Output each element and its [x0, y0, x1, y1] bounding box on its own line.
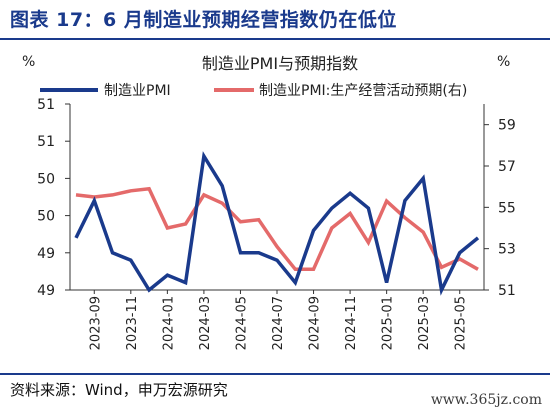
line-chart: 制造业PMI与预期指数 % % 制造业PMI 制造业PMI:生产经营活动预期(右… [22, 54, 516, 350]
right-tick-label: 55 [498, 200, 516, 216]
header-rule [0, 38, 550, 40]
right-tick-label: 59 [498, 118, 516, 134]
watermark: www.365jz.com [430, 392, 542, 408]
x-tick-label: 2024-09 [308, 296, 323, 350]
series-layer [74, 151, 480, 296]
left-axis-ticks: 49 49 50 50 51 51 [37, 97, 70, 299]
x-tick-label: 2023-11 [125, 296, 140, 350]
x-tick-label: 2024-01 [161, 296, 176, 350]
left-tick-label: 49 [37, 283, 55, 299]
right-axis-ticks: 51 53 55 57 59 [484, 118, 516, 299]
x-tick-label: 2024-05 [234, 296, 249, 350]
report-header: 图表 17：6 月制造业预期经营指数仍在低位 [0, 0, 550, 40]
left-axis-unit: % [22, 54, 35, 70]
pmi-line [74, 151, 480, 296]
legend: 制造业PMI 制造业PMI:生产经营活动预期(右) [40, 83, 467, 99]
legend-label-pmi: 制造业PMI [104, 83, 171, 99]
legend-label-expectation: 制造业PMI:生产经营活动预期(右) [259, 83, 467, 99]
left-tick-label: 50 [37, 171, 55, 187]
x-tick-label: 2024-07 [271, 296, 286, 350]
expectation-line [75, 186, 479, 272]
left-tick-label: 51 [37, 97, 55, 113]
figure-title: 图表 17：6 月制造业预期经营指数仍在低位 [10, 9, 397, 31]
x-axis-ticks: 2023-09 2023-11 2024-01 2024-03 2024-05 2024-… [88, 290, 469, 350]
right-tick-label: 51 [498, 283, 516, 299]
footer-rule [0, 373, 550, 375]
left-tick-label: 51 [37, 134, 55, 150]
x-tick-label: 2023-09 [88, 296, 103, 350]
chart-title: 制造业PMI与预期指数 [202, 54, 358, 73]
right-tick-label: 57 [498, 159, 516, 175]
x-tick-label: 2024-03 [198, 296, 213, 350]
source-note: 资料来源：Wind，申万宏源研究 [10, 381, 228, 399]
x-tick-label: 2025-01 [381, 296, 396, 350]
left-tick-label: 49 [37, 246, 55, 262]
x-tick-label: 2025-05 [454, 296, 469, 350]
left-tick-label: 50 [37, 209, 55, 225]
x-tick-label: 2025-03 [417, 296, 432, 350]
right-tick-label: 53 [498, 242, 516, 258]
right-axis-unit: % [497, 54, 510, 70]
x-tick-label: 2024-11 [344, 296, 359, 350]
